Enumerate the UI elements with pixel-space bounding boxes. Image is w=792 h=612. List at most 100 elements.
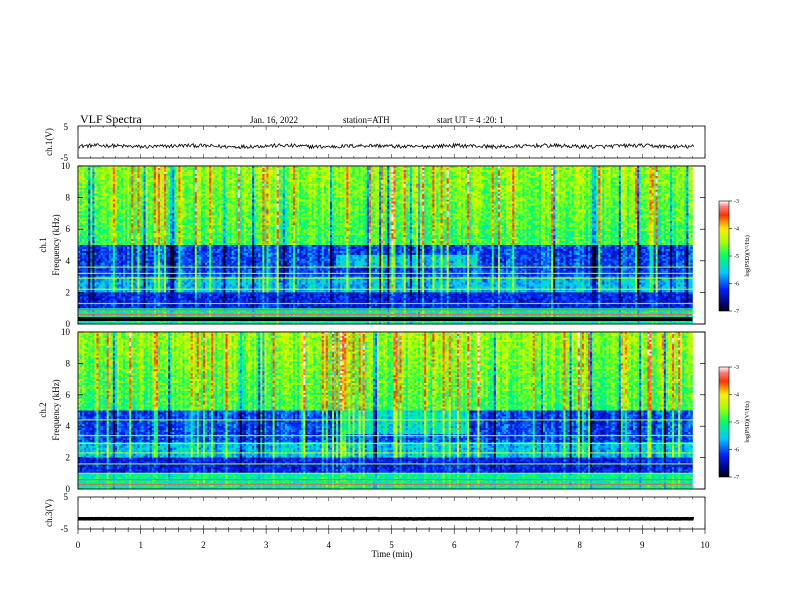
spectrogram-cell (316, 170, 318, 172)
spectrogram-cell (420, 180, 422, 182)
spectrogram-cell (185, 174, 187, 176)
spectrogram-cell (338, 174, 340, 176)
spectrogram-cell (385, 180, 387, 182)
spectrogram-cell (328, 170, 330, 172)
spectrogram-cell (230, 170, 232, 172)
spectrogram-cell (666, 180, 668, 182)
spectrogram-cell (547, 178, 549, 180)
spectrogram-cell (352, 184, 354, 186)
spectrogram-cell (525, 172, 527, 174)
spectrogram-cell (660, 172, 662, 174)
spectrogram-cell (256, 170, 258, 172)
spectrogram-cell (447, 174, 449, 176)
spectrogram-cell (461, 180, 463, 182)
spectrogram-cell (637, 172, 639, 174)
spectrogram-cell (455, 174, 457, 176)
spectrogram-cell (586, 180, 588, 182)
spectrogram-cell (570, 176, 572, 178)
spectrogram-cell (379, 184, 381, 186)
spectrogram-cell (150, 180, 152, 182)
spectrogram-cell (228, 170, 230, 172)
spectrogram-cell (633, 170, 635, 172)
spectrogram-cell (311, 180, 313, 182)
spectrogram-cell (357, 184, 359, 186)
spectrogram-cell (348, 176, 350, 178)
spectrogram-cell (623, 180, 625, 182)
spectrogram-cell (238, 176, 240, 178)
spectrogram-cell (180, 186, 182, 188)
spectrogram-cell (191, 186, 193, 188)
spectrogram-cell (119, 172, 121, 174)
spectrogram-cell (182, 178, 184, 180)
spectrogram-cell (436, 174, 438, 176)
spectrogram-cell (678, 172, 680, 174)
spectrogram-cell (326, 182, 328, 184)
spectrogram-cell (477, 180, 479, 182)
spectrogram-cell (217, 172, 219, 174)
spectrogram-cell (623, 184, 625, 186)
spectrogram-cell (592, 170, 594, 172)
spectrogram-cell (311, 178, 313, 180)
spectrogram-cell (629, 172, 631, 174)
spectrogram-cell (137, 182, 139, 184)
spectrogram-cell (684, 184, 686, 186)
spectrogram-cell (332, 184, 334, 186)
spectrogram-cell (623, 172, 625, 174)
spectrogram-cell (482, 176, 484, 178)
spectrogram-cell (156, 170, 158, 172)
spectrogram-cell (283, 180, 285, 182)
spectrogram-cell (604, 174, 606, 176)
spectrogram-cell (248, 174, 250, 176)
spectrogram-cell (217, 186, 219, 188)
spectrogram-cell (613, 178, 615, 180)
spectrogram-cell (105, 176, 107, 178)
spectrogram-cell (535, 184, 537, 186)
spectrogram-cell (361, 172, 363, 174)
spectrogram-cell (555, 178, 557, 180)
spectrogram-cell (660, 170, 662, 172)
spectrogram-cell (213, 170, 215, 172)
spectrogram-cell (549, 168, 551, 170)
spectrogram-cell (539, 168, 541, 170)
spectrogram-cell (330, 176, 332, 178)
spectrogram-cell (244, 172, 246, 174)
spectrogram-cell (365, 178, 367, 180)
spectrogram-cell (686, 176, 688, 178)
spectrogram-cell (645, 170, 647, 172)
spectrogram-cell (137, 168, 139, 170)
spectrogram-cell (117, 182, 119, 184)
spectrogram-cell (207, 170, 209, 172)
spectrogram-cell (629, 176, 631, 178)
spectrogram-cell (412, 176, 414, 178)
spectrogram-cell (445, 182, 447, 184)
spectrogram-cell (172, 172, 174, 174)
spectrogram-cell (387, 170, 389, 172)
spectrogram-cell (168, 168, 170, 170)
spectrogram-cell (400, 176, 402, 178)
spectrogram-cell (303, 176, 305, 178)
spectrogram-cell (633, 172, 635, 174)
spectrogram-cell (590, 168, 592, 170)
spectrogram-cell (428, 168, 430, 170)
spectrogram-cell (189, 172, 191, 174)
spectrogram-cell (506, 174, 508, 176)
spectrogram-cell (164, 186, 166, 188)
spectrogram-cell (467, 174, 469, 176)
spectrogram-cell (533, 182, 535, 184)
spectrogram-cell (473, 168, 475, 170)
spectrogram-cell (381, 172, 383, 174)
spectrogram-cell (568, 180, 570, 182)
spectrogram-cell (82, 168, 84, 170)
spectrogram-cell (443, 184, 445, 186)
spectrogram-cell (240, 176, 242, 178)
spectrogram-cell (168, 178, 170, 180)
spectrogram-cell (135, 172, 137, 174)
spectrogram-cell (344, 182, 346, 184)
spectrogram-cell (279, 186, 281, 188)
spectrogram-cell (527, 172, 529, 174)
spectrogram-cell (416, 184, 418, 186)
spectrogram-cell (359, 174, 361, 176)
spectrogram-cell (185, 184, 187, 186)
spectrogram-cell (189, 182, 191, 184)
spectrogram-cell (213, 176, 215, 178)
